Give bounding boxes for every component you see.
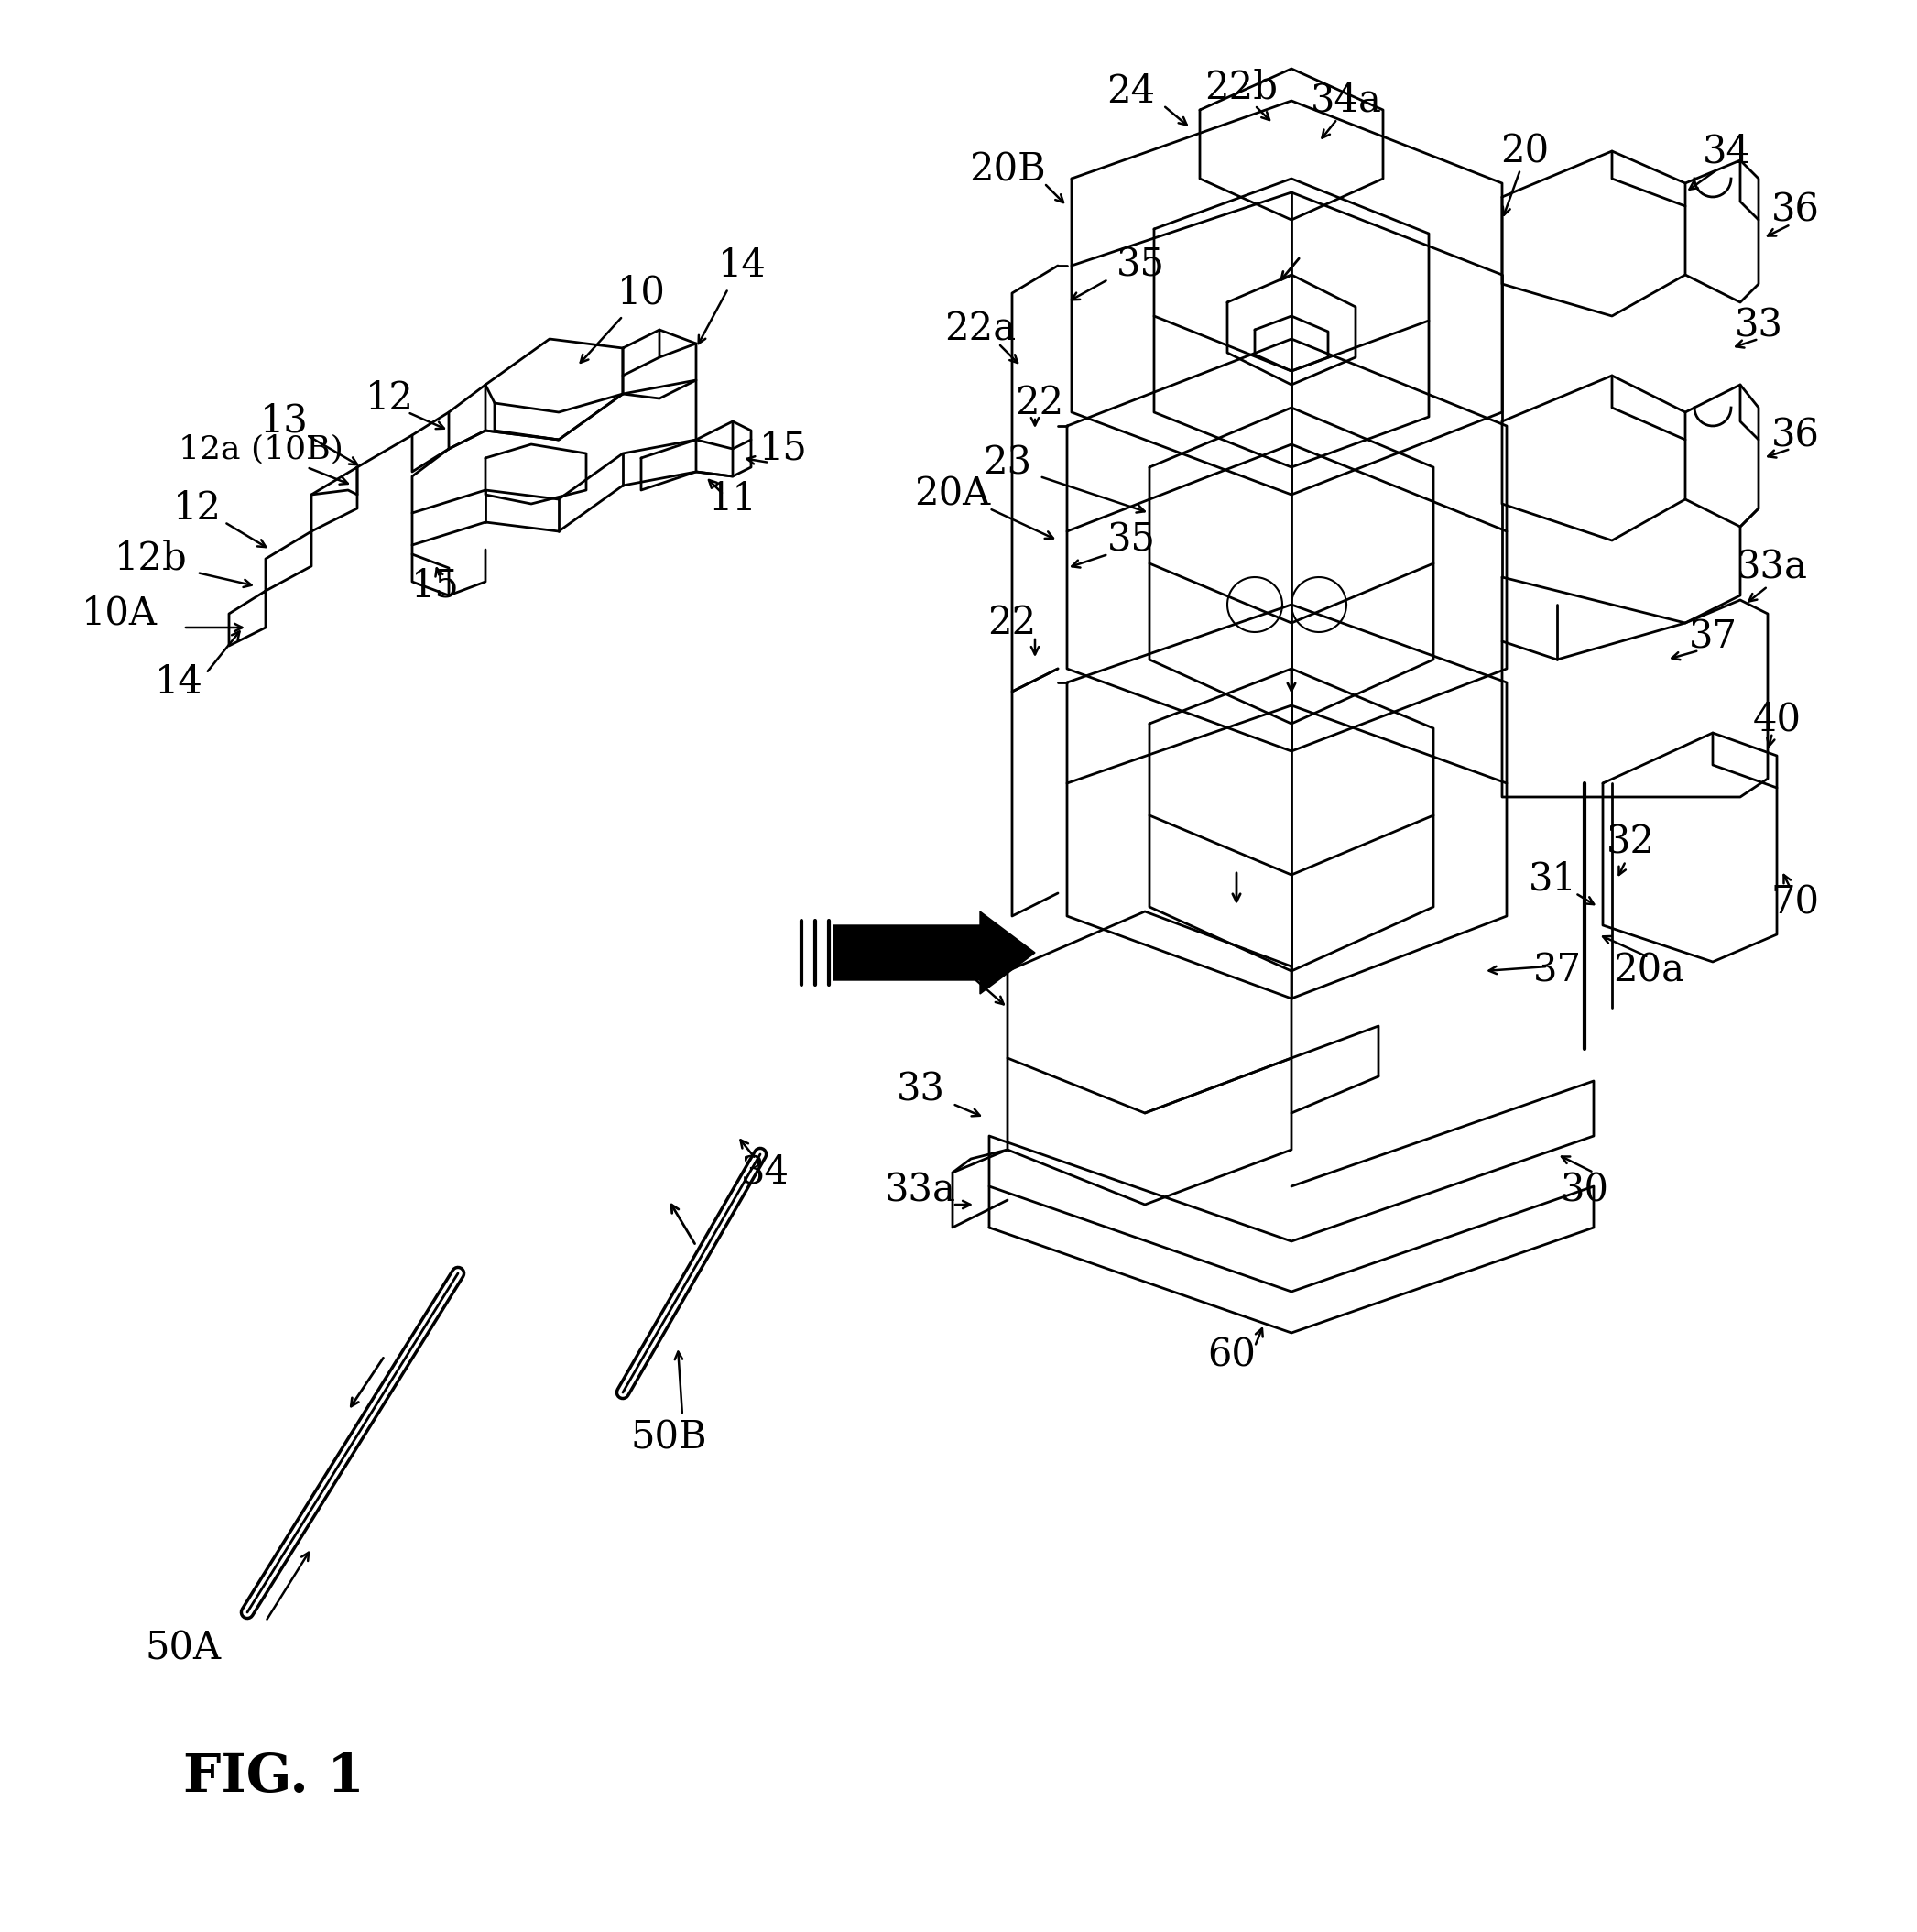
Text: 10A: 10A <box>81 595 157 634</box>
Text: 14: 14 <box>717 247 767 284</box>
Text: 24: 24 <box>1106 71 1156 110</box>
Text: 13: 13 <box>259 402 309 440</box>
Text: FIG. 1: FIG. 1 <box>184 1752 364 1803</box>
Text: 12: 12 <box>364 379 414 417</box>
Text: 33a: 33a <box>886 1171 957 1209</box>
Text: 50B: 50B <box>631 1418 707 1457</box>
Text: 36: 36 <box>1771 415 1819 454</box>
Text: 20: 20 <box>1501 131 1549 170</box>
Text: 15: 15 <box>759 429 807 468</box>
Text: 22a: 22a <box>945 311 1016 350</box>
Text: 23: 23 <box>983 442 1031 481</box>
Text: 37: 37 <box>1534 952 1582 991</box>
Text: 22: 22 <box>987 603 1037 641</box>
Text: 11: 11 <box>709 479 757 518</box>
Text: 37: 37 <box>1689 618 1737 655</box>
Text: 36: 36 <box>1771 191 1819 230</box>
Text: 20A: 20A <box>914 475 991 514</box>
Text: 12: 12 <box>173 489 220 527</box>
Text: 50A: 50A <box>146 1631 220 1667</box>
Text: 10: 10 <box>617 274 665 313</box>
FancyArrow shape <box>834 912 1035 993</box>
Text: 14: 14 <box>155 663 203 701</box>
Text: 33a: 33a <box>1737 549 1808 587</box>
Text: 12b: 12b <box>115 539 188 578</box>
Text: 20B: 20B <box>970 151 1047 189</box>
Text: 22: 22 <box>1016 384 1064 423</box>
Text: 34: 34 <box>740 1153 790 1192</box>
Text: 70: 70 <box>1771 883 1819 922</box>
Text: 31: 31 <box>1528 860 1576 898</box>
Text: 34a: 34a <box>909 943 980 981</box>
Text: 22b: 22b <box>1204 68 1279 106</box>
Text: 20a: 20a <box>1612 952 1685 991</box>
Text: 34a: 34a <box>1311 81 1382 120</box>
Text: 32: 32 <box>1606 823 1654 862</box>
Text: 33: 33 <box>1735 305 1783 344</box>
Text: 60: 60 <box>1208 1337 1256 1376</box>
Text: 40: 40 <box>1752 699 1802 738</box>
Text: 30: 30 <box>1560 1171 1608 1209</box>
Text: 34: 34 <box>1702 131 1750 170</box>
Text: 15: 15 <box>410 568 460 605</box>
Text: 35: 35 <box>1116 247 1166 284</box>
Text: 12a (10B): 12a (10B) <box>178 433 343 464</box>
Text: 35: 35 <box>1106 522 1156 560</box>
Text: 33: 33 <box>897 1070 945 1109</box>
